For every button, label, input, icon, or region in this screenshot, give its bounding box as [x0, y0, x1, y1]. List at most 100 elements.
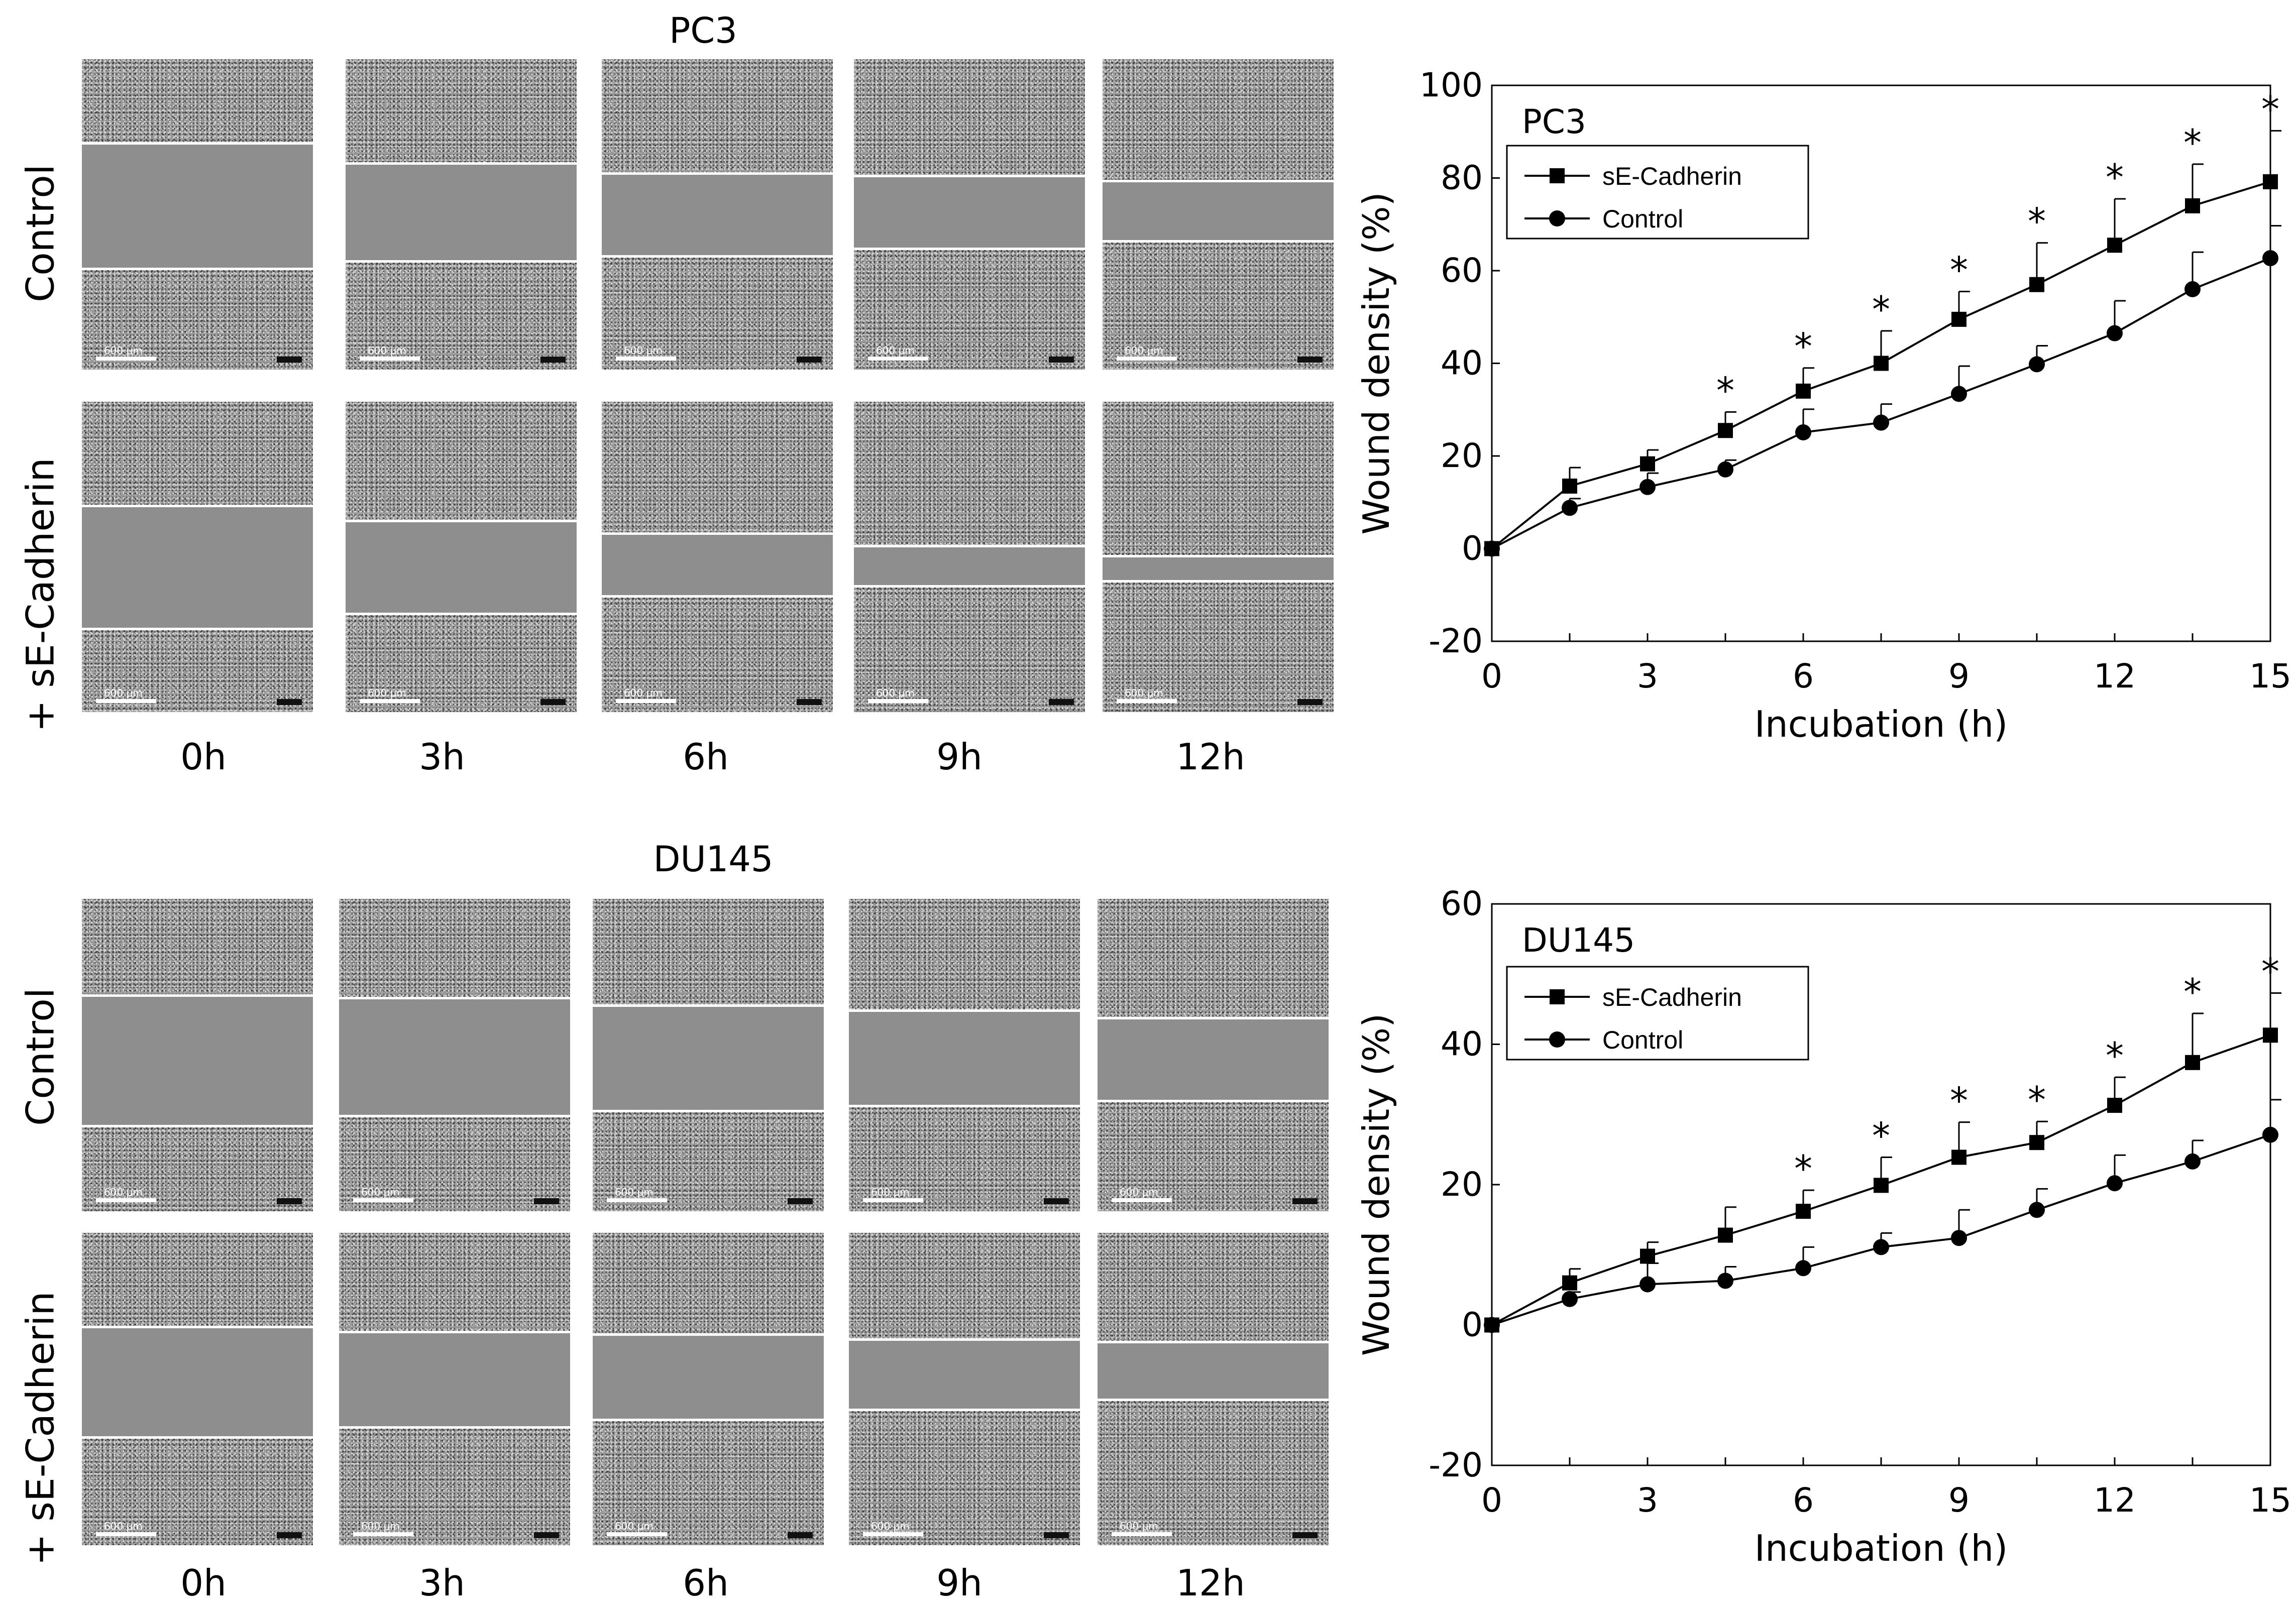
data-point-square [1718, 1227, 1733, 1243]
x-tick-label: 3 [1637, 1481, 1658, 1520]
scale-bar [96, 699, 156, 703]
image-stamp [1044, 1198, 1069, 1204]
wound-edge-line [346, 162, 577, 165]
du145-time-label: 6h [683, 1562, 729, 1604]
scale-bar-label: 600 μm [1120, 1520, 1158, 1532]
scale-bar-label: 600 μm [624, 344, 663, 357]
y-axis-label: Wound density (%) [1355, 192, 1397, 534]
du145-row-label-control: Control [18, 988, 63, 1126]
du145-time-label: 12h [1176, 1562, 1245, 1604]
micrograph-image: 600 μm [1103, 402, 1334, 712]
significance-marker: * [1794, 1147, 1812, 1190]
cell-layer-bottom [1098, 1399, 1329, 1545]
scale-bar [868, 699, 928, 703]
scale-bar [1112, 1198, 1172, 1202]
y-tick-label: 60 [1441, 884, 1483, 923]
image-stamp [797, 699, 822, 705]
pc3-time-label: 3h [419, 736, 465, 778]
data-point-circle [1795, 424, 1811, 440]
wound-edge-line [339, 997, 570, 999]
cell-layer-bottom [849, 1409, 1080, 1545]
wound-edge-line [854, 545, 1085, 547]
cell-layer-top [82, 899, 313, 994]
pc3-time-label: 0h [180, 736, 227, 778]
cell-layer-bottom [1098, 1100, 1329, 1211]
y-tick-label: -20 [1429, 622, 1483, 660]
wound-edge-line [854, 175, 1085, 177]
y-tick-label: 60 [1441, 251, 1483, 290]
image-stamp [540, 699, 566, 705]
significance-marker: * [1872, 288, 1890, 330]
scale-bar-label: 600 μm [361, 1520, 400, 1532]
cell-layer-bottom [82, 1436, 313, 1545]
pc3-time-label: 12h [1176, 736, 1245, 778]
data-point-circle [1873, 1239, 1889, 1255]
significance-marker: * [1872, 1114, 1890, 1157]
wound-edge-line [82, 142, 313, 145]
wound-edge-line [82, 628, 313, 630]
cell-layer-top [346, 59, 577, 162]
image-stamp [788, 1532, 813, 1538]
data-point-circle [1562, 1291, 1578, 1307]
image-stamp [540, 357, 566, 363]
cell-layer-top [593, 899, 824, 1004]
scale-bar [1117, 699, 1177, 703]
wound-edge-line [854, 248, 1085, 250]
pc3-row-label-control: Control [18, 164, 63, 302]
data-point-circle [1717, 1273, 1733, 1289]
data-point-circle [1795, 1260, 1811, 1277]
legend-marker-circle [1549, 210, 1565, 226]
significance-marker: * [2028, 1079, 2046, 1121]
wound-edge-line [593, 1333, 824, 1336]
image-stamp [277, 699, 302, 705]
cell-layer-top [339, 1233, 570, 1331]
image-stamp [277, 357, 302, 363]
wound-edge-line [593, 1419, 824, 1421]
y-tick-label: 20 [1441, 1165, 1483, 1204]
image-stamp [277, 1198, 302, 1204]
micrograph-image: 600 μm [82, 402, 313, 712]
wound-edge-line [339, 1426, 570, 1429]
cell-layer-top [854, 59, 1085, 175]
significance-marker: * [1794, 325, 1812, 368]
micrograph-image: 600 μm [346, 402, 577, 712]
cell-layer-bottom [82, 1125, 313, 1211]
significance-marker: * [2106, 1034, 2124, 1077]
data-point-square [1640, 1248, 1655, 1264]
du145-time-label: 0h [180, 1562, 227, 1604]
micrograph-image: 600 μm [339, 899, 570, 1211]
scale-bar-label: 600 μm [368, 687, 406, 699]
scale-bar [353, 1198, 413, 1202]
micrograph-image: 600 μm [82, 1233, 313, 1545]
data-point-square [1874, 356, 1889, 371]
image-stamp [1297, 357, 1323, 363]
scale-bar-label: 600 μm [615, 1186, 653, 1198]
scale-bar [360, 699, 420, 703]
y-tick-label: -20 [1429, 1446, 1483, 1484]
wound-edge-line [849, 1409, 1080, 1411]
data-point-square [2029, 1135, 2044, 1150]
x-tick-label: 15 [2249, 657, 2291, 696]
legend-marker-square [1550, 168, 1565, 183]
data-point-square [2185, 1055, 2200, 1070]
cell-layer-bottom [1103, 580, 1334, 712]
wound-edge-line [1098, 1100, 1329, 1102]
data-point-circle [1951, 386, 1967, 402]
pc3-micrograph-title: PC3 [669, 10, 737, 51]
micrograph-image: 600 μm [82, 59, 313, 370]
wound-edge-line [346, 260, 577, 263]
chart-title: PC3 [1522, 102, 1586, 141]
wound-edge-line [82, 1436, 313, 1439]
cell-layer-top [849, 899, 1080, 1009]
x-tick-label: 15 [2249, 1481, 2291, 1520]
image-stamp [1049, 357, 1074, 363]
x-tick-label: 9 [1948, 1481, 1970, 1520]
scale-bar-label: 600 μm [615, 1520, 653, 1532]
image-stamp [1292, 1198, 1318, 1204]
wound-edge-line [1103, 240, 1334, 243]
cell-layer-bottom [1103, 240, 1334, 370]
x-tick-label: 6 [1793, 1481, 1814, 1520]
significance-marker: * [2183, 971, 2202, 1013]
data-point-circle [1562, 500, 1578, 516]
image-stamp [788, 1198, 813, 1204]
